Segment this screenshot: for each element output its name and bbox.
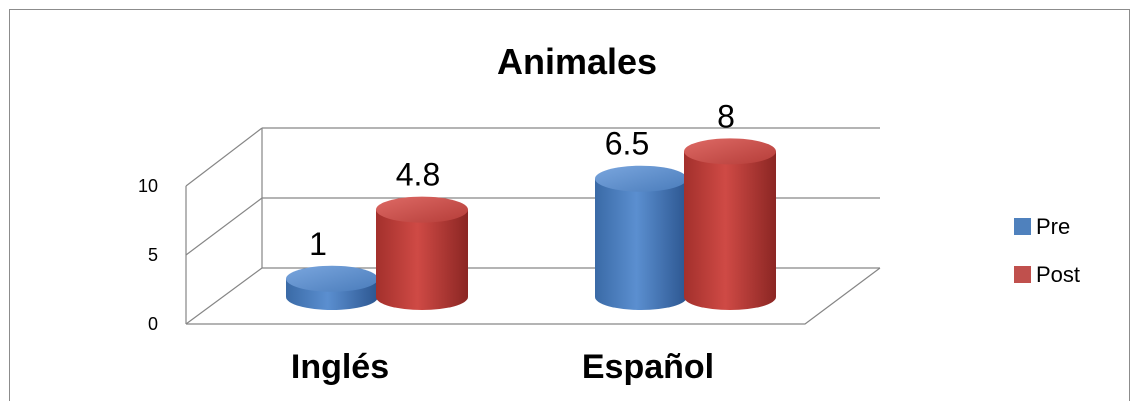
bar-body: [595, 178, 687, 310]
category-label: Español: [582, 348, 714, 386]
gridline-side: [185, 197, 263, 256]
y-axis: 0 5 10: [138, 176, 158, 334]
bar-body: [684, 151, 776, 310]
y-tick-label: 10: [138, 176, 158, 196]
data-label: 1: [309, 226, 327, 262]
bars: [286, 138, 776, 310]
category-label: Inglés: [291, 348, 389, 386]
data-labels: 1 4.8 6.5 8: [309, 98, 735, 261]
data-label: 4.8: [396, 157, 440, 193]
gridline-side: [185, 127, 263, 187]
floor-edge: [186, 267, 881, 325]
chart-title: Animales: [497, 41, 657, 82]
legend-label: Pre: [1036, 214, 1070, 239]
bar: [684, 138, 776, 310]
bar-top: [286, 265, 378, 292]
bar-top: [595, 165, 687, 192]
bar: [595, 165, 687, 310]
x-axis: Inglés Español: [291, 348, 714, 386]
legend-swatch: [1014, 218, 1031, 235]
plot-area: [185, 127, 881, 325]
bar-body: [376, 209, 468, 310]
gridline-side: [185, 267, 263, 325]
bar-top: [376, 196, 468, 223]
data-label: 8: [717, 98, 735, 134]
legend-label: Post: [1036, 262, 1080, 287]
bar-top: [684, 138, 776, 165]
bar: [286, 265, 378, 310]
data-label: 6.5: [605, 126, 649, 162]
chart-frame: [9, 9, 1130, 401]
legend: Pre Post: [1014, 214, 1080, 287]
y-tick-label: 0: [148, 314, 158, 334]
legend-swatch: [1014, 266, 1031, 283]
y-tick-label: 5: [148, 245, 158, 265]
bar: [376, 196, 468, 310]
